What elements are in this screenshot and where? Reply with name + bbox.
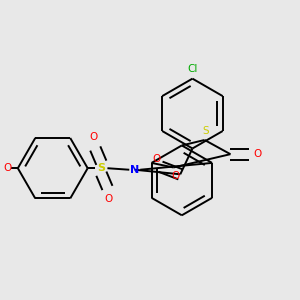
Text: O: O <box>253 149 261 159</box>
Text: S: S <box>98 163 105 173</box>
Text: Cl: Cl <box>187 64 198 74</box>
Text: O: O <box>172 171 180 181</box>
Text: O: O <box>105 194 113 204</box>
Text: N: N <box>130 165 140 175</box>
Text: O: O <box>3 163 11 173</box>
Text: O: O <box>90 132 98 142</box>
Text: S: S <box>203 126 209 136</box>
Text: O: O <box>153 154 161 164</box>
